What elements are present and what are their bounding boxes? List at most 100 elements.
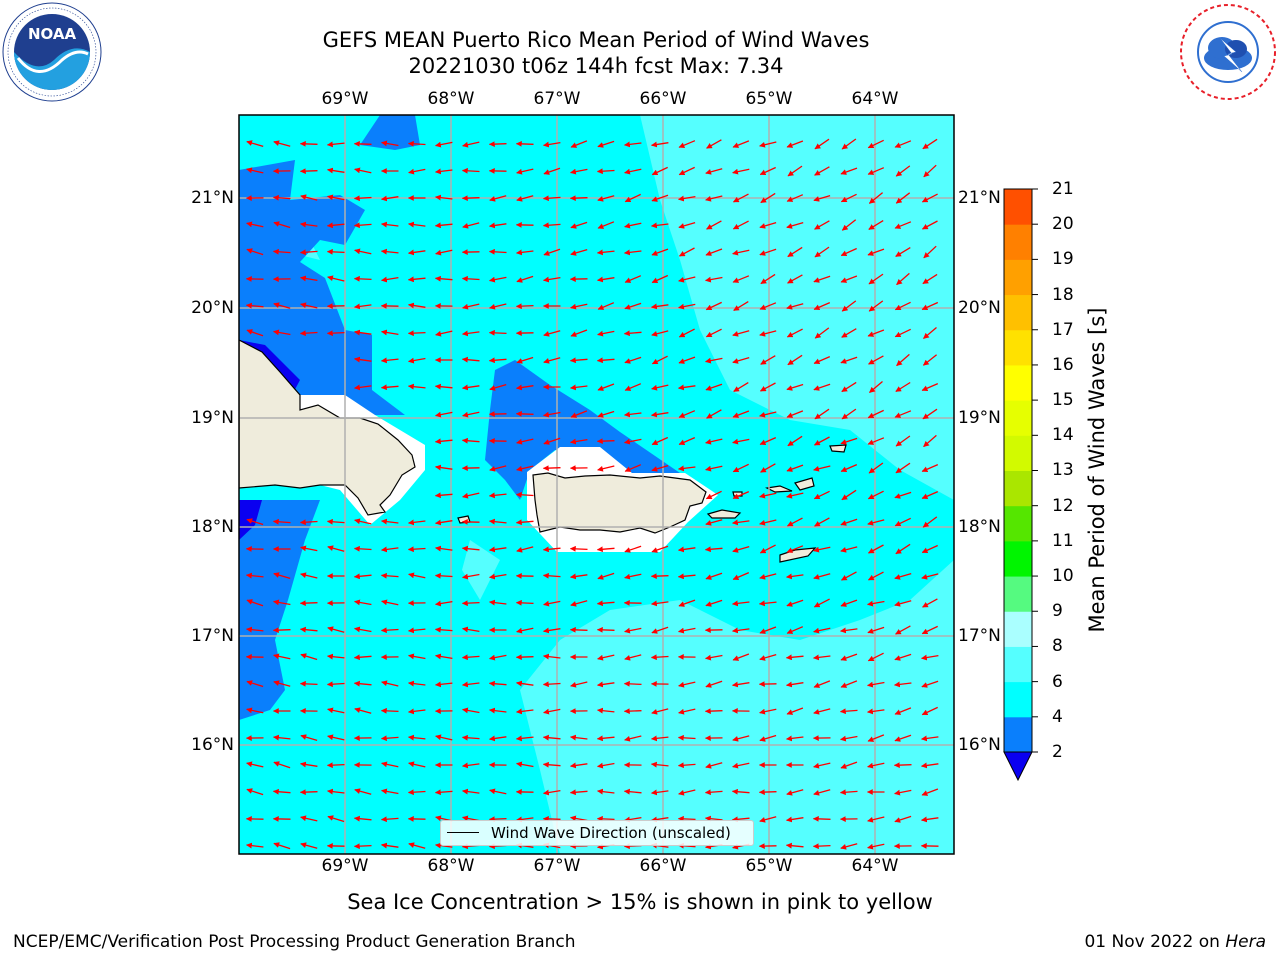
- wind-wave-arrow: [380, 248, 399, 255]
- wind-wave-arrow: [462, 411, 480, 418]
- wind-wave-arrow: [570, 734, 588, 741]
- footer-date: 01 Nov 2022 on Hera: [1084, 932, 1266, 952]
- wind-wave-arrow: [651, 166, 668, 176]
- sea-ice-caption: Sea Ice Concentration > 15% is shown in …: [347, 890, 933, 914]
- wind-wave-arrow: [597, 221, 615, 229]
- wind-wave-arrow: [407, 140, 426, 147]
- wind-wave-arrow: [597, 707, 615, 714]
- wind-wave-arrow: [435, 600, 453, 607]
- wind-wave-arrow: [759, 248, 777, 256]
- wind-wave-arrow: [489, 654, 507, 661]
- colorbar-bin: [1004, 716, 1032, 753]
- wind-wave-arrow: [786, 816, 804, 823]
- wind-wave-arrow: [759, 626, 777, 634]
- wind-wave-arrow: [705, 762, 723, 769]
- wind-wave-arrow: [597, 762, 615, 769]
- wind-wave-arrow: [597, 681, 615, 688]
- wind-wave-arrow: [813, 546, 831, 553]
- wind-wave-arrow: [624, 816, 642, 823]
- wind-wave-arrow: [542, 761, 561, 768]
- wind-wave-arrow: [380, 357, 399, 364]
- wind-wave-arrow: [461, 654, 480, 661]
- wind-wave-arrow: [489, 707, 507, 714]
- wind-wave-arrow: [408, 357, 426, 364]
- wind-wave-arrow: [434, 222, 453, 229]
- wind-wave-arrow: [732, 356, 750, 364]
- colorbar-label: Mean Period of Wind Waves [s]: [1085, 307, 1109, 633]
- wind-wave-arrow: [894, 328, 911, 338]
- wind-wave-arrow: [381, 518, 399, 525]
- wind-wave-arrow: [840, 571, 857, 581]
- wind-wave-arrow: [543, 411, 561, 418]
- wind-wave-arrow: [732, 140, 750, 148]
- wind-wave-arrow: [272, 788, 291, 795]
- wind-wave-arrow: [354, 707, 372, 714]
- wind-wave-arrow: [923, 434, 937, 448]
- wind-wave-arrow: [704, 708, 723, 715]
- wind-wave-arrow: [787, 274, 803, 284]
- wind-wave-arrow: [895, 625, 911, 635]
- wind-wave-arrow: [651, 355, 668, 365]
- wind-wave-arrow: [435, 734, 453, 741]
- wind-wave-arrow: [705, 438, 723, 445]
- wind-wave-arrow: [408, 168, 426, 175]
- wind-wave-arrow: [516, 168, 534, 175]
- wind-wave-arrow: [840, 735, 858, 742]
- wind-wave-arrow: [813, 490, 830, 500]
- wind-wave-arrow: [651, 626, 669, 634]
- wind-wave-arrow: [922, 354, 938, 366]
- wind-wave-arrow: [246, 599, 264, 607]
- wind-wave-arrow: [569, 195, 588, 202]
- wind-wave-arrow: [489, 735, 507, 742]
- wind-wave-arrow: [246, 221, 264, 228]
- wind-wave-arrow: [786, 410, 804, 418]
- wind-wave-arrow: [300, 302, 318, 309]
- wind-wave-arrow: [732, 681, 750, 688]
- wind-wave-arrow: [246, 518, 264, 526]
- colorbar-extend-triangle: [1003, 751, 1033, 782]
- wind-wave-arrow: [380, 735, 399, 742]
- wind-wave-arrow: [435, 842, 453, 849]
- wind-wave-arrow: [326, 248, 345, 255]
- lat-tick-left: 16°N: [191, 735, 234, 755]
- wind-wave-arrow: [624, 168, 642, 175]
- wind-wave-arrow: [380, 572, 399, 579]
- wind-wave-arrow: [408, 708, 426, 715]
- wind-wave-arrow: [489, 383, 507, 391]
- wind-wave-arrow: [300, 194, 318, 201]
- wind-wave-arrow: [894, 653, 912, 661]
- wind-wave-arrow: [246, 329, 264, 337]
- wind-wave-arrow: [353, 222, 372, 229]
- wind-wave-arrow: [435, 545, 453, 552]
- wind-wave-arrow: [758, 600, 777, 607]
- wind-wave-arrow: [732, 249, 750, 256]
- wind-wave-arrow: [434, 492, 453, 499]
- wind-wave-arrow: [408, 572, 426, 579]
- wind-wave-arrow: [542, 195, 561, 202]
- wind-wave-arrow: [326, 762, 345, 769]
- wind-wave-arrow: [624, 302, 642, 310]
- lat-tick-right: 18°N: [958, 517, 1001, 537]
- wind-wave-arrow: [273, 329, 291, 336]
- wind-wave-arrow: [380, 707, 399, 714]
- colorbar-tick: 15: [1052, 390, 1074, 410]
- chart-subtitle: 20221030 t06z 144h fcst Max: 7.34: [408, 54, 784, 78]
- wind-wave-arrow: [246, 788, 264, 796]
- wind-wave-arrow: [813, 356, 831, 364]
- colorbar-tick: 11: [1052, 531, 1074, 551]
- wind-wave-arrow: [327, 167, 345, 174]
- wind-wave-arrow: [678, 708, 696, 715]
- wind-wave-arrow: [542, 734, 561, 741]
- wind-wave-arrow: [760, 273, 776, 285]
- wind-wave-arrow: [542, 465, 561, 472]
- colorbar-bin: [1004, 681, 1032, 718]
- lat-tick-right: 20°N: [958, 298, 1001, 318]
- wind-wave-arrow: [705, 599, 723, 607]
- wind-wave-arrow: [840, 193, 857, 203]
- wind-wave-arrow: [516, 438, 534, 445]
- wind-wave-arrow: [759, 382, 776, 392]
- wind-wave-arrow: [868, 220, 884, 230]
- wind-wave-arrow: [597, 383, 615, 391]
- wind-wave-arrow: [705, 357, 723, 364]
- wind-wave-arrow: [353, 275, 372, 282]
